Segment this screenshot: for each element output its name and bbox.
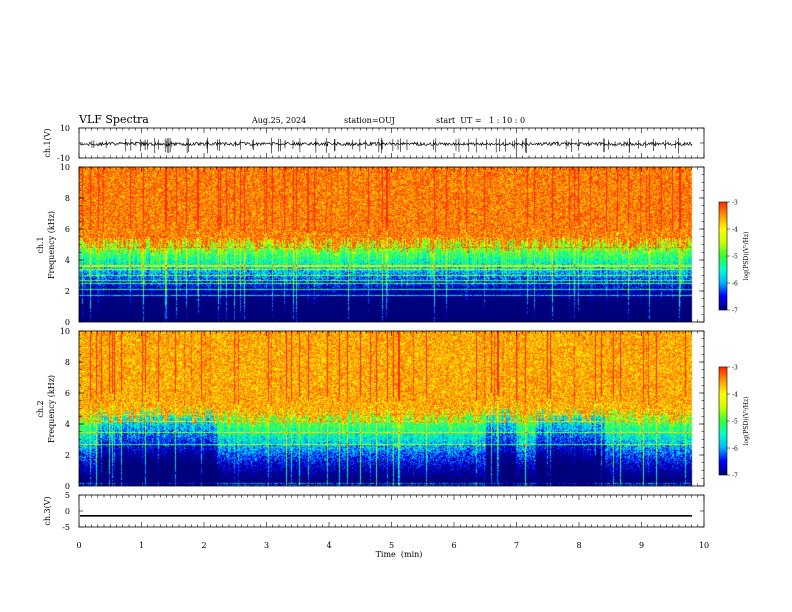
freq-tick-label: 2 bbox=[65, 287, 70, 296]
time-tick-label: 10 bbox=[699, 541, 709, 550]
colorbar-tick-label: -4 bbox=[732, 227, 738, 234]
ch2-spectrogram-image bbox=[79, 331, 704, 486]
time-axis-label: Time (min) bbox=[376, 550, 423, 559]
station-label: station=OUJ bbox=[344, 116, 395, 125]
ch3-ytick-label: 5 bbox=[65, 491, 70, 500]
ch1-waveform-spikes bbox=[79, 127, 704, 159]
ch2-freq-ticks: 0 2 4 6 8 10 bbox=[60, 327, 704, 491]
freq-tick-label: 8 bbox=[65, 358, 70, 367]
time-tick-label: 9 bbox=[639, 541, 644, 550]
time-tick-label: 7 bbox=[514, 541, 519, 550]
time-axis: 0 1 2 3 4 5 6 7 8 9 10 bbox=[76, 128, 709, 550]
figure-title: VLF Spectra bbox=[78, 113, 149, 126]
ch3-waveform-ticks: 5 0 -5 bbox=[62, 491, 704, 532]
colorbar-tick-label: -7 bbox=[732, 308, 738, 315]
ch1-colorbar-label: log(PSD)(V²/Hz) bbox=[743, 232, 750, 281]
ch1-colorbar-ticks: -3 -4 -5 -6 -7 bbox=[727, 200, 738, 315]
ch3-ytick-label: -5 bbox=[62, 523, 70, 532]
colorbar-tick-label: -5 bbox=[732, 254, 738, 261]
colorbar-tick-label: -5 bbox=[732, 419, 738, 426]
ch1-waveform-ylabel: ch.1(V) bbox=[43, 128, 52, 157]
ch1-ytick-bottom: -10 bbox=[57, 154, 70, 163]
time-tick-label: 3 bbox=[264, 541, 269, 550]
ch2-spectrogram-panel: ch.2 Frequency (kHz) 0 2 4 6 8 10 -3 -4 -5 -6 -7 l… bbox=[36, 327, 750, 491]
ch2-colorbar bbox=[719, 367, 727, 475]
freq-tick-label: 4 bbox=[65, 256, 70, 265]
date-label: Aug.25, 2024 bbox=[251, 116, 306, 125]
colorbar-tick-label: -6 bbox=[732, 281, 738, 288]
ch2-colorbar-label: log(PSD)(V²/Hz) bbox=[743, 397, 750, 446]
freq-tick-label: 4 bbox=[65, 420, 70, 429]
colorbar-tick-label: -3 bbox=[732, 200, 738, 207]
ch1-freq-ticks: 0 2 4 6 8 10 bbox=[60, 163, 704, 327]
colorbar-tick-label: -4 bbox=[732, 392, 738, 399]
time-tick-label: 2 bbox=[201, 541, 206, 550]
ch2-colorbar-ticks: -3 -4 -5 -6 -7 bbox=[727, 365, 738, 480]
ch1-spectrogram-image bbox=[79, 167, 704, 322]
ch3-ytick-label: 0 bbox=[65, 507, 70, 516]
time-tick-label: 1 bbox=[139, 541, 144, 550]
ch1-ytick-top: 10 bbox=[60, 124, 70, 133]
colorbar-tick-label: -7 bbox=[732, 473, 738, 480]
ch1-freq-label: ch.1 Frequency (kHz) bbox=[36, 211, 56, 279]
time-tick-label: 4 bbox=[326, 541, 331, 550]
freq-tick-label: 2 bbox=[65, 451, 70, 460]
ch1-colorbar bbox=[719, 202, 727, 310]
freq-tick-label: 6 bbox=[65, 389, 70, 398]
start-time-label: start UT = 1 : 10 : 0 bbox=[436, 116, 525, 125]
time-tick-label: 6 bbox=[451, 541, 456, 550]
freq-tick-label: 10 bbox=[60, 163, 70, 172]
ch1-spectrogram-panel: ch.1 Frequency (kHz) 0 2 4 6 8 10 -3 -4 -5 -6 -7 l… bbox=[36, 163, 750, 327]
ch1-waveform-trace bbox=[79, 141, 693, 147]
freq-tick-label: 0 bbox=[65, 318, 70, 327]
colorbar-tick-label: -3 bbox=[732, 365, 738, 372]
time-tick-label: 5 bbox=[389, 541, 394, 550]
freq-tick-label: 0 bbox=[65, 482, 70, 491]
colorbar-tick-label: -6 bbox=[732, 446, 738, 453]
time-tick-label: 8 bbox=[576, 541, 581, 550]
time-tick-label: 0 bbox=[76, 541, 81, 550]
freq-tick-label: 10 bbox=[60, 327, 70, 336]
freq-tick-label: 6 bbox=[65, 225, 70, 234]
ch3-waveform-ylabel: ch.3(V) bbox=[43, 496, 52, 525]
ch3-waveform-panel: 5 0 -5 ch.3(V) bbox=[43, 491, 705, 532]
ch1-waveform-panel: 10 -10 ch.1(V) bbox=[43, 124, 705, 163]
freq-tick-label: 8 bbox=[65, 194, 70, 203]
ch2-freq-label: ch.2 Frequency (kHz) bbox=[36, 375, 56, 443]
